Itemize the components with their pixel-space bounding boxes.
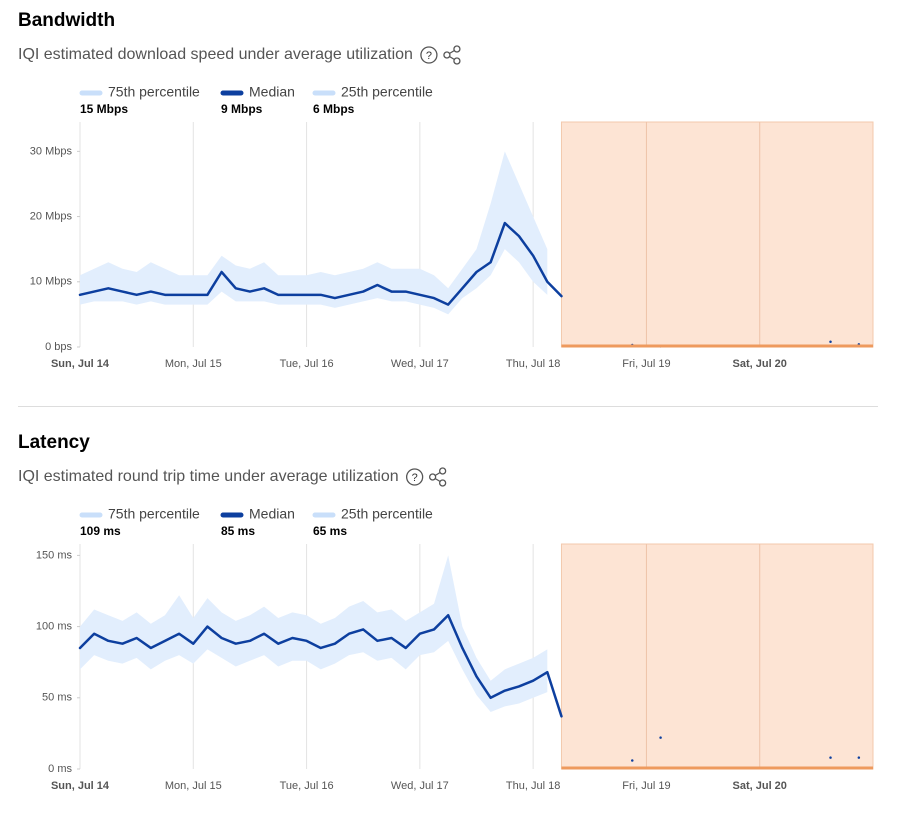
y-tick-label: 100 ms (36, 621, 73, 633)
share-node (438, 467, 447, 475)
y-tick-label: 0 ms (48, 763, 72, 775)
legend-summary: 15 Mbps (80, 102, 128, 116)
x-tick-label: Mon, Jul 15 (165, 780, 222, 792)
y-tick-label: 30 Mbps (30, 145, 73, 157)
legend-label: Median (249, 84, 295, 100)
percentile-band (80, 151, 548, 315)
y-tick-label: 10 Mbps (30, 276, 73, 288)
chart-subtitle: IQI estimated round trip time under aver… (18, 468, 399, 485)
x-tick-label: Sat, Jul 20 (733, 780, 787, 792)
percentile-band (80, 555, 548, 713)
chart-title: Latency (18, 432, 90, 453)
y-tick-label: 20 Mbps (30, 210, 73, 222)
help-icon[interactable] (405, 468, 424, 486)
outage-region (560, 121, 874, 348)
x-tick-label: Thu, Jul 18 (506, 780, 560, 792)
legend-label: Median (249, 506, 295, 522)
x-tick-label: Tue, Jul 16 (280, 780, 334, 792)
legend-summary: 9 Mbps (221, 102, 263, 116)
outage-region (560, 543, 874, 770)
x-tick-label: Mon, Jul 15 (165, 358, 222, 370)
x-tick-label: Wed, Jul 17 (391, 358, 449, 370)
legend-summary: 65 ms (313, 524, 347, 538)
share-edge (449, 49, 455, 61)
help-icon-glyph: ? (412, 472, 418, 484)
share-node (428, 473, 437, 481)
share-node (438, 479, 447, 487)
legend-summary: 6 Mbps (313, 102, 355, 116)
x-tick-label: Sun, Jul 14 (51, 780, 110, 792)
x-tick-label: Wed, Jul 17 (391, 780, 449, 792)
share-node (453, 57, 461, 65)
chart-title: Bandwidth (18, 10, 115, 31)
median-line (78, 613, 861, 762)
share-icon[interactable] (443, 45, 461, 65)
x-tick-label: Tue, Jul 16 (280, 358, 334, 370)
share-node (443, 51, 451, 59)
chart: Bandwidth IQI estimated download speed un… (18, 10, 874, 370)
help-icon[interactable] (420, 46, 438, 64)
x-tick-label: Fri, Jul 19 (622, 358, 670, 370)
help-icon-glyph: ? (426, 50, 432, 62)
x-tick-label: Sat, Jul 20 (733, 358, 787, 370)
y-tick-label: 0 bps (45, 341, 72, 353)
legend-summary: 85 ms (221, 524, 255, 538)
chart: Latency IQI estimated round trip time und… (18, 432, 874, 792)
y-tick-label: 50 ms (42, 692, 72, 704)
share-node (453, 45, 461, 53)
x-tick-label: Fri, Jul 19 (622, 780, 670, 792)
legend-label: 75th percentile (108, 506, 200, 522)
x-tick-label: Thu, Jul 18 (506, 358, 560, 370)
legend-label: 25th percentile (341, 506, 433, 522)
chart-subtitle: IQI estimated download speed under avera… (18, 46, 413, 63)
y-tick-label: 150 ms (36, 549, 73, 561)
share-edge (434, 471, 441, 483)
legend-label: 25th percentile (341, 84, 433, 100)
legend-label: 75th percentile (108, 84, 200, 100)
x-tick-label: Sun, Jul 14 (51, 358, 110, 370)
legend-summary: 109 ms (80, 524, 121, 538)
share-icon[interactable] (428, 467, 447, 487)
